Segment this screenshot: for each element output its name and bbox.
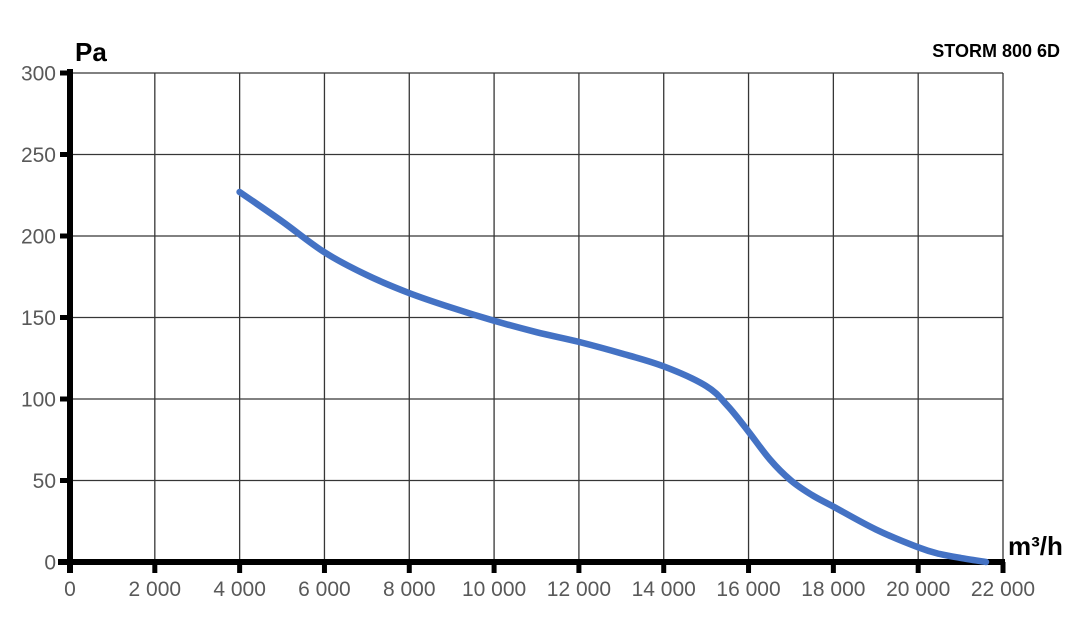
y-tick-mark	[60, 315, 70, 320]
x-tick-label: 20 000	[886, 578, 950, 601]
y-tick-label: 200	[21, 226, 56, 249]
curve-path	[236, 188, 990, 566]
y-tick-label: 0	[44, 552, 56, 575]
gridlines	[70, 72, 1004, 562]
x-tick-label: 22 000	[971, 578, 1035, 601]
x-tick-label: 12 000	[547, 578, 611, 601]
x-axis-unit-label: m³/h	[1008, 531, 1063, 561]
y-tick-label: 50	[33, 470, 56, 493]
x-tick-label: 14 000	[632, 578, 696, 601]
chart-title: STORM 800 6D	[932, 41, 1060, 61]
x-tick-mark	[915, 562, 921, 573]
y-axis-line	[67, 69, 73, 573]
y-tick-label: 150	[21, 307, 56, 330]
y-tick-label: 100	[21, 389, 56, 412]
y-tick-mark	[60, 152, 70, 157]
y-tick-label: 300	[21, 63, 56, 86]
x-tick-label: 6 000	[298, 578, 351, 601]
x-tick-mark	[830, 562, 836, 573]
y-axis-unit-label: Pa	[75, 37, 107, 67]
x-tick-mark	[1000, 562, 1006, 573]
x-tick-mark	[576, 562, 582, 573]
x-tick-label: 2 000	[129, 578, 182, 601]
x-tick-mark	[237, 562, 243, 573]
y-tick-mark	[60, 478, 70, 483]
x-tick-label: 10 000	[462, 578, 526, 601]
performance-curve	[236, 188, 990, 566]
x-tick-label: 0	[64, 578, 76, 601]
x-tick-mark	[491, 562, 497, 573]
y-tick-mark	[60, 70, 70, 76]
x-tick-label: 4 000	[213, 578, 266, 601]
x-tick-mark	[152, 562, 158, 573]
x-tick-label: 18 000	[801, 578, 865, 601]
x-tick-labels: 0 2 000 4 000 6 000 8 000 10 000 12 000 14 000 1…	[64, 578, 1035, 601]
y-tick-label: 250	[21, 144, 56, 167]
axis-tick-marks	[60, 70, 1006, 573]
x-tick-mark	[321, 562, 327, 573]
y-tick-labels: 0 50 100 150 200 250 300	[21, 63, 56, 575]
axes	[58, 69, 1005, 573]
x-axis-line	[58, 559, 1005, 565]
y-tick-mark	[60, 396, 70, 402]
y-tick-mark	[60, 233, 70, 239]
x-tick-mark	[406, 562, 412, 573]
x-tick-label: 8 000	[383, 578, 436, 601]
x-tick-label: 16 000	[716, 578, 780, 601]
x-tick-mark	[746, 562, 752, 573]
x-tick-mark	[661, 562, 667, 573]
